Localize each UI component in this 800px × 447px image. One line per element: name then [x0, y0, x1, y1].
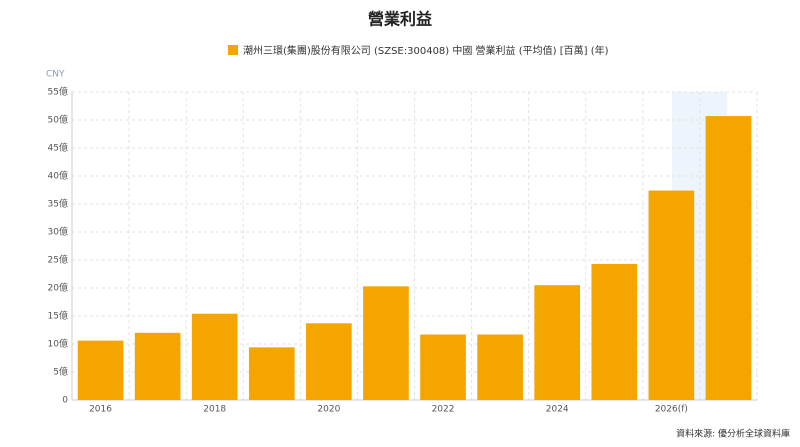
y-tick-label: 50億	[48, 114, 68, 126]
x-tick-label: 2016	[89, 405, 112, 415]
bar	[77, 340, 124, 400]
y-tick-label: 35億	[48, 198, 68, 210]
x-tick-label: 2020	[317, 405, 340, 415]
bar	[420, 334, 466, 400]
y-tick-label: 55億	[48, 86, 68, 98]
bar	[648, 190, 695, 400]
legend-swatch	[228, 45, 238, 55]
bar	[306, 323, 352, 400]
bar	[591, 263, 638, 400]
y-tick-label: 10億	[48, 338, 68, 350]
y-tick-label: 5億	[53, 366, 68, 378]
y-unit: CNY	[46, 70, 65, 80]
x-tick-label: 2022	[432, 405, 455, 415]
legend-label: 潮州三環(集團)股份有限公司 (SZSE:300408) 中國 營業利益 (平均…	[243, 44, 609, 57]
y-tick-label: 40億	[48, 170, 68, 182]
bar	[705, 116, 752, 400]
bar	[534, 285, 581, 400]
y-tick-label: 30億	[48, 226, 68, 238]
y-tick-label: 0	[62, 396, 68, 406]
bar	[477, 334, 523, 400]
bar	[134, 332, 181, 400]
bar	[248, 347, 295, 400]
y-tick-label: 25億	[48, 254, 68, 266]
y-tick-label: 15億	[48, 310, 68, 322]
x-tick-label: 2018	[203, 405, 226, 415]
x-tick-label: 2024	[546, 405, 569, 415]
y-tick-label: 45億	[48, 142, 68, 154]
bar	[363, 286, 409, 400]
source: 資料來源: 優分析全球資料庫	[676, 428, 790, 440]
y-tick-label: 20億	[48, 282, 68, 294]
chart-title: 營業利益	[368, 10, 432, 29]
bar	[191, 313, 238, 400]
x-tick-label: 2026(f)	[655, 405, 688, 415]
